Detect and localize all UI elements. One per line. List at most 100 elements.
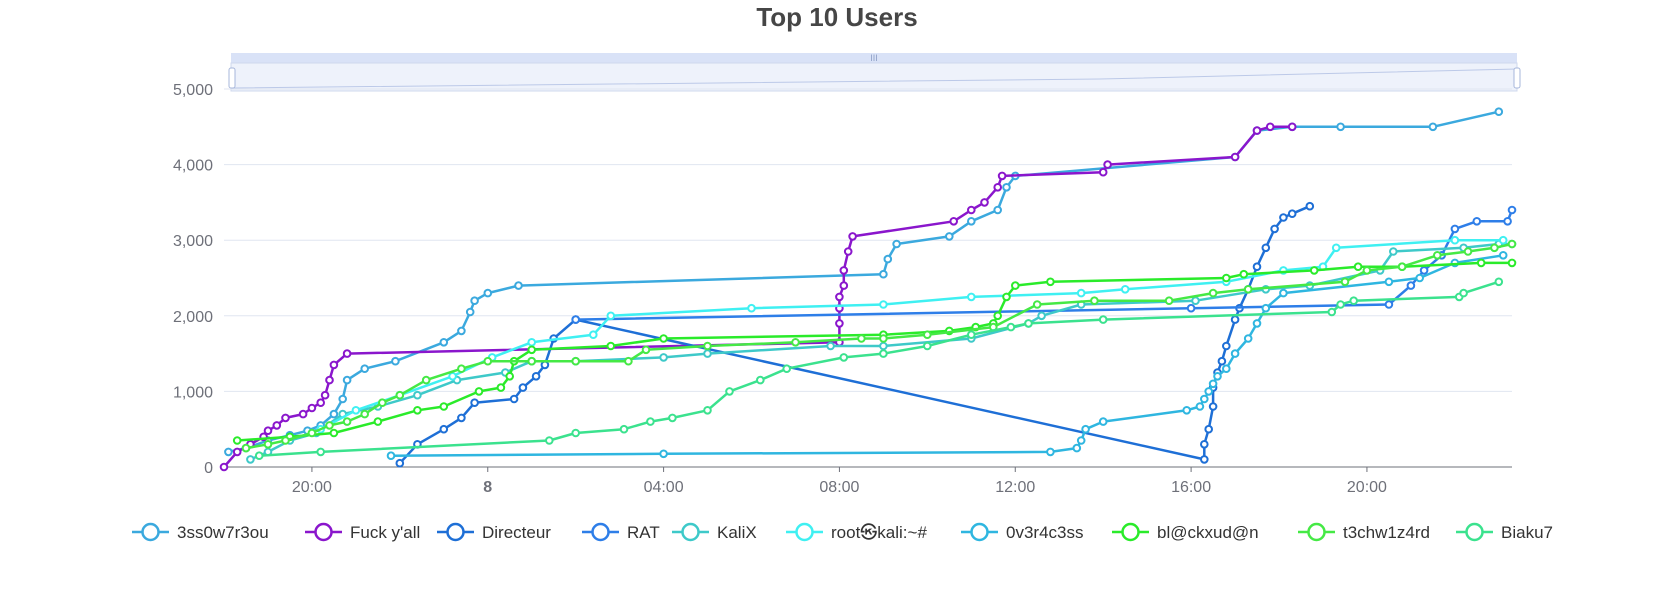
data-point[interactable] — [1002, 292, 1011, 302]
data-point[interactable] — [923, 341, 932, 351]
data-point[interactable] — [1279, 288, 1288, 298]
data-point[interactable] — [320, 390, 330, 400]
data-point[interactable] — [527, 338, 537, 347]
data-point[interactable] — [1037, 311, 1046, 321]
data-point[interactable] — [879, 300, 888, 309]
data-point[interactable] — [646, 417, 655, 426]
data-point[interactable] — [1428, 122, 1438, 132]
data-point[interactable] — [1011, 281, 1020, 290]
data-point[interactable] — [413, 390, 422, 400]
data-point[interactable] — [329, 409, 339, 419]
data-point[interactable] — [571, 315, 581, 324]
data-point[interactable] — [272, 421, 282, 430]
data-zoom-slider[interactable]: III — [228, 53, 1521, 92]
data-point[interactable] — [589, 330, 598, 340]
data-point[interactable] — [1230, 349, 1240, 358]
data-point[interactable] — [1072, 443, 1082, 453]
data-point[interactable] — [1239, 269, 1249, 279]
data-point[interactable] — [1503, 217, 1512, 226]
data-point[interactable] — [1459, 288, 1468, 298]
data-point[interactable] — [540, 360, 550, 370]
data-point[interactable] — [1265, 122, 1275, 132]
data-point[interactable] — [703, 406, 712, 415]
data-point[interactable] — [835, 292, 844, 302]
data-point[interactable] — [439, 402, 449, 411]
data-point[interactable] — [1081, 424, 1090, 434]
data-point[interactable] — [659, 449, 668, 459]
data-point[interactable] — [307, 428, 317, 438]
data-point[interactable] — [1186, 303, 1196, 313]
data-point[interactable] — [483, 356, 493, 366]
data-point[interactable] — [1331, 243, 1341, 253]
data-point[interactable] — [1450, 224, 1460, 234]
data-point[interactable] — [1406, 281, 1416, 290]
data-point[interactable] — [619, 424, 629, 434]
data-point[interactable] — [246, 455, 255, 464]
legend-item[interactable]: Fuck y'all — [305, 522, 420, 542]
data-point[interactable] — [857, 334, 866, 343]
data-zoom-right-handle[interactable] — [1513, 67, 1521, 89]
data-point[interactable] — [756, 375, 765, 385]
data-point[interactable] — [518, 383, 528, 392]
data-point[interactable] — [1217, 356, 1227, 366]
data-point[interactable] — [839, 266, 849, 275]
data-point[interactable] — [1498, 251, 1508, 260]
data-point[interactable] — [421, 375, 431, 385]
data-point[interactable] — [993, 311, 1003, 321]
data-point[interactable] — [1384, 300, 1394, 309]
data-point[interactable] — [848, 232, 857, 241]
data-point[interactable] — [883, 254, 893, 264]
data-point[interactable] — [1208, 402, 1218, 411]
data-point[interactable] — [1076, 288, 1086, 298]
data-point[interactable] — [1032, 300, 1042, 309]
data-point[interactable] — [1120, 285, 1130, 294]
data-point[interactable] — [1415, 273, 1424, 283]
data-point[interactable] — [993, 183, 1003, 192]
data-point[interactable] — [465, 307, 475, 317]
data-point[interactable] — [1090, 296, 1099, 306]
data-point[interactable] — [993, 205, 1003, 215]
data-point[interactable] — [1200, 394, 1209, 404]
data-point[interactable] — [219, 462, 229, 472]
data-point[interactable] — [1336, 300, 1345, 309]
data-point[interactable] — [263, 440, 273, 449]
data-point[interactable] — [1336, 122, 1345, 132]
data-point[interactable] — [1490, 243, 1499, 253]
data-point[interactable] — [224, 447, 233, 457]
legend-item[interactable]: KaliX — [672, 522, 757, 542]
data-point[interactable] — [1494, 277, 1504, 287]
data-point[interactable] — [659, 353, 668, 362]
data-point[interactable] — [1204, 387, 1213, 396]
data-point[interactable] — [329, 428, 339, 438]
data-point[interactable] — [1002, 183, 1011, 192]
data-point[interactable] — [641, 345, 651, 355]
data-point[interactable] — [1046, 277, 1055, 287]
data-point[interactable] — [1270, 224, 1279, 234]
data-point[interactable] — [254, 451, 264, 461]
data-point[interactable] — [281, 436, 290, 445]
data-point[interactable] — [1098, 167, 1108, 177]
data-point[interactable] — [703, 349, 712, 358]
data-point[interactable] — [967, 292, 976, 302]
data-point[interactable] — [232, 447, 242, 457]
data-point[interactable] — [329, 360, 339, 370]
data-point[interactable] — [949, 217, 959, 226]
data-point[interactable] — [1098, 417, 1108, 426]
data-point[interactable] — [1389, 247, 1398, 256]
data-point[interactable] — [241, 443, 251, 453]
data-point[interactable] — [1340, 277, 1350, 287]
data-point[interactable] — [1243, 334, 1253, 343]
data-point[interactable] — [826, 341, 835, 351]
data-point[interactable] — [1204, 424, 1213, 434]
data-point[interactable] — [835, 319, 844, 328]
data-point[interactable] — [360, 409, 370, 419]
data-point[interactable] — [747, 303, 756, 313]
data-point[interactable] — [791, 338, 800, 347]
data-point[interactable] — [391, 356, 400, 366]
data-point[interactable] — [1384, 277, 1394, 287]
data-point[interactable] — [342, 417, 352, 426]
legend-item[interactable]: 3ss0w7r3ou — [132, 522, 269, 542]
data-zoom-handle-bar[interactable] — [231, 53, 1517, 63]
data-point[interactable] — [470, 296, 479, 306]
data-point[interactable] — [1279, 213, 1288, 222]
